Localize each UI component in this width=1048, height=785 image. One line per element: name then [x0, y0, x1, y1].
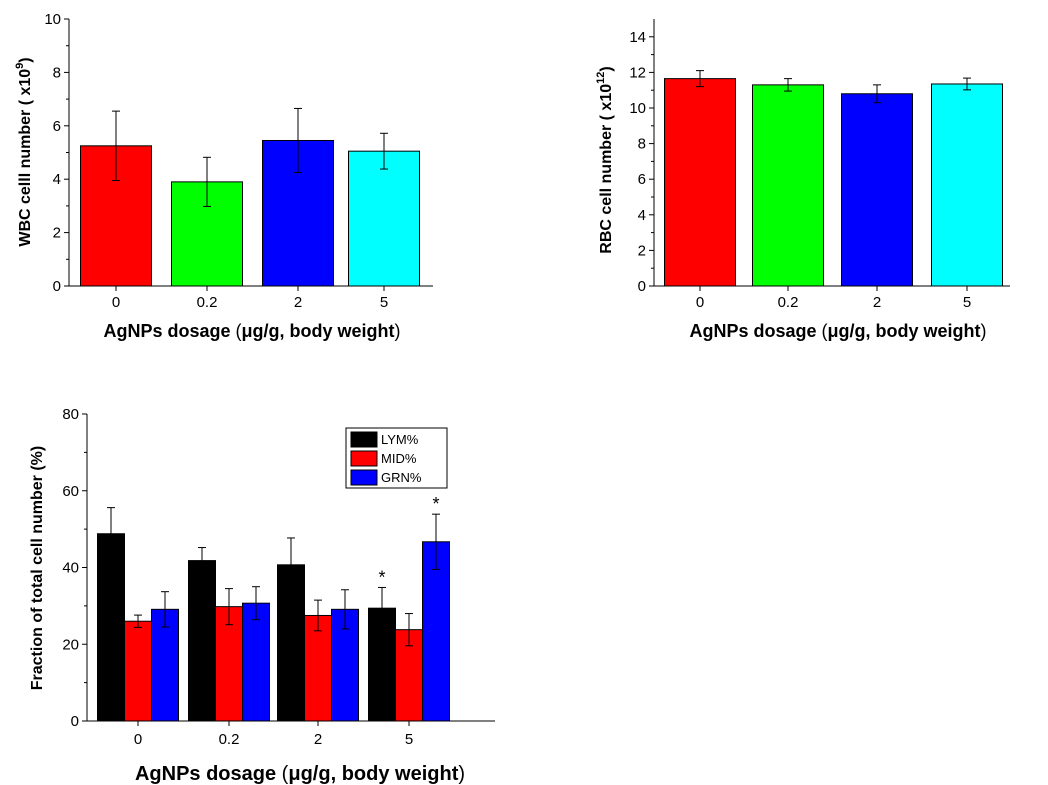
rbc-bar: [752, 84, 824, 287]
rbc-axes: [649, 19, 1010, 291]
fraction-x-tick-labels: 0 0.2 2 5: [134, 731, 413, 748]
fraction-xlabel-mu: μ: [288, 763, 300, 785]
rbc-x-tick-label: 0.2: [778, 294, 799, 311]
rbc-bar: [664, 78, 736, 287]
rbc-y-tick-labels: 0 2 4 6 8 10 12 14: [629, 29, 646, 295]
rbc-y-tick-label: 0: [638, 278, 646, 295]
fraction-xlabel-a: AgNPs dosage: [135, 763, 282, 785]
rbc-x-tick-label: 0: [696, 294, 704, 311]
wbc-bars: [80, 107, 420, 287]
fraction-bar-mid: [215, 606, 243, 722]
wbc-xlabel-d: ): [395, 321, 401, 341]
rbc-x-axis-label: AgNPs dosage (μg/g, body weight): [689, 321, 986, 341]
rbc-y-tick-label: 10: [629, 100, 646, 117]
wbc-x-axis-label: AgNPs dosage (μg/g, body weight): [103, 321, 400, 341]
fraction-y-tick-labels: 0 20 40 60 80: [62, 406, 79, 730]
rbc-y-tick-label: 14: [629, 29, 646, 46]
frac-x-tick-label: 0.2: [219, 731, 240, 748]
legend-swatch-grn: [350, 469, 378, 486]
significance-star: *: [432, 494, 439, 514]
fraction-xlabel-c: g/g, body weight: [301, 763, 459, 785]
fraction-x-axis-label: AgNPs dosage (μg/g, body weight): [135, 763, 465, 785]
wbc-ylabel-main: WBC celll number ( x10: [17, 69, 34, 247]
legend-label-grn: GRN%: [381, 470, 422, 485]
frac-y-tick-label: 0: [71, 713, 79, 730]
fraction-bar-lym: [188, 560, 216, 722]
fraction-significance-marks: **: [378, 494, 439, 587]
rbc-bar: [841, 93, 913, 287]
fraction-bar-grn: [242, 602, 270, 722]
wbc-bar: [348, 150, 420, 287]
legend-swatch-mid: [350, 450, 378, 467]
frac-y-tick-label: 20: [62, 636, 79, 653]
rbc-y-tick-label: 12: [629, 64, 646, 81]
wbc-y-axis-label: WBC celll number ( x109): [14, 57, 34, 246]
wbc-x-tick-label: 2: [294, 294, 302, 311]
rbc-y-tick-label: 8: [638, 136, 646, 153]
wbc-y-tick-label: 10: [44, 11, 61, 28]
legend-swatch-lym: [350, 431, 378, 448]
legend-label-mid: MID%: [381, 451, 417, 466]
rbc-bar: [931, 83, 1003, 287]
fraction-bar-mid: [124, 620, 152, 722]
rbc-ylabel-main: RBC cell number ( x10: [598, 84, 615, 254]
rbc-xlabel-mu: μ: [828, 321, 839, 341]
legend-label-lym: LYM%: [381, 432, 419, 447]
rbc-y-tick-label: 6: [638, 171, 646, 188]
frac-x-tick-label: 0: [134, 731, 142, 748]
rbc-xlabel-c: g/g, body weight: [839, 321, 981, 341]
wbc-x-tick-label: 5: [380, 294, 388, 311]
fraction-bar-grn: [151, 608, 179, 722]
frac-y-tick-label: 60: [62, 483, 79, 500]
wbc-y-tick-label: 8: [53, 64, 61, 81]
frac-y-tick-label: 80: [62, 406, 79, 423]
wbc-x-tick-labels: 0 0.2 2 5: [112, 294, 388, 311]
rbc-ylabel-close: ): [598, 66, 615, 71]
wbc-y-tick-label: 4: [53, 171, 61, 188]
rbc-y-axis-label: RBC cell number ( x1012): [595, 66, 615, 253]
rbc-xlabel-d: ): [981, 321, 987, 341]
wbc-y-tick-label: 0: [53, 278, 61, 295]
rbc-x-tick-label: 2: [873, 294, 881, 311]
wbc-axes: [64, 18, 433, 291]
wbc-y-tick-labels: 0 2 4 6 8 10: [44, 11, 61, 295]
wbc-xlabel-mu: μ: [242, 321, 253, 341]
rbc-y-tick-label: 4: [638, 207, 646, 224]
frac-x-tick-label: 2: [314, 731, 322, 748]
wbc-xlabel-b: (: [236, 321, 242, 341]
fraction-xlabel-d: ): [458, 763, 465, 785]
wbc-ylabel-close: ): [17, 57, 34, 62]
wbc-y-tick-label: 2: [53, 225, 61, 242]
wbc-x-tick-label: 0: [112, 294, 120, 311]
fraction-xlabel-b: (: [282, 763, 289, 785]
frac-y-tick-label: 40: [62, 560, 79, 577]
wbc-xlabel-a: AgNPs dosage: [103, 321, 235, 341]
fraction-legend: LYM% MID% GRN%: [345, 427, 448, 489]
significance-star: *: [378, 567, 385, 587]
rbc-ylabel-exp: 12: [595, 72, 607, 84]
wbc-ylabel-exp: 9: [14, 63, 26, 69]
rbc-xlabel-a: AgNPs dosage: [689, 321, 821, 341]
rbc-x-tick-label: 5: [963, 294, 971, 311]
frac-x-tick-label: 5: [405, 731, 413, 748]
fraction-y-axis-label: Fraction of total cell number (%): [29, 446, 46, 690]
rbc-y-tick-label: 2: [638, 242, 646, 259]
fraction-axes: [82, 413, 495, 726]
wbc-x-tick-label: 0.2: [197, 294, 218, 311]
fraction-bars: [97, 507, 450, 722]
rbc-chart: 0 2 4 6 8 10 12 14 0 0.2 2 5 RBC cell number ( x10…: [595, 19, 1010, 341]
wbc-xlabel-c: g/g, body weight: [253, 321, 395, 341]
wbc-y-tick-label: 6: [53, 118, 61, 135]
rbc-x-tick-labels: 0 0.2 2 5: [696, 294, 971, 311]
rbc-bars: [664, 70, 1003, 287]
fraction-bar-lym: [97, 533, 125, 722]
rbc-xlabel-b: (: [822, 321, 828, 341]
